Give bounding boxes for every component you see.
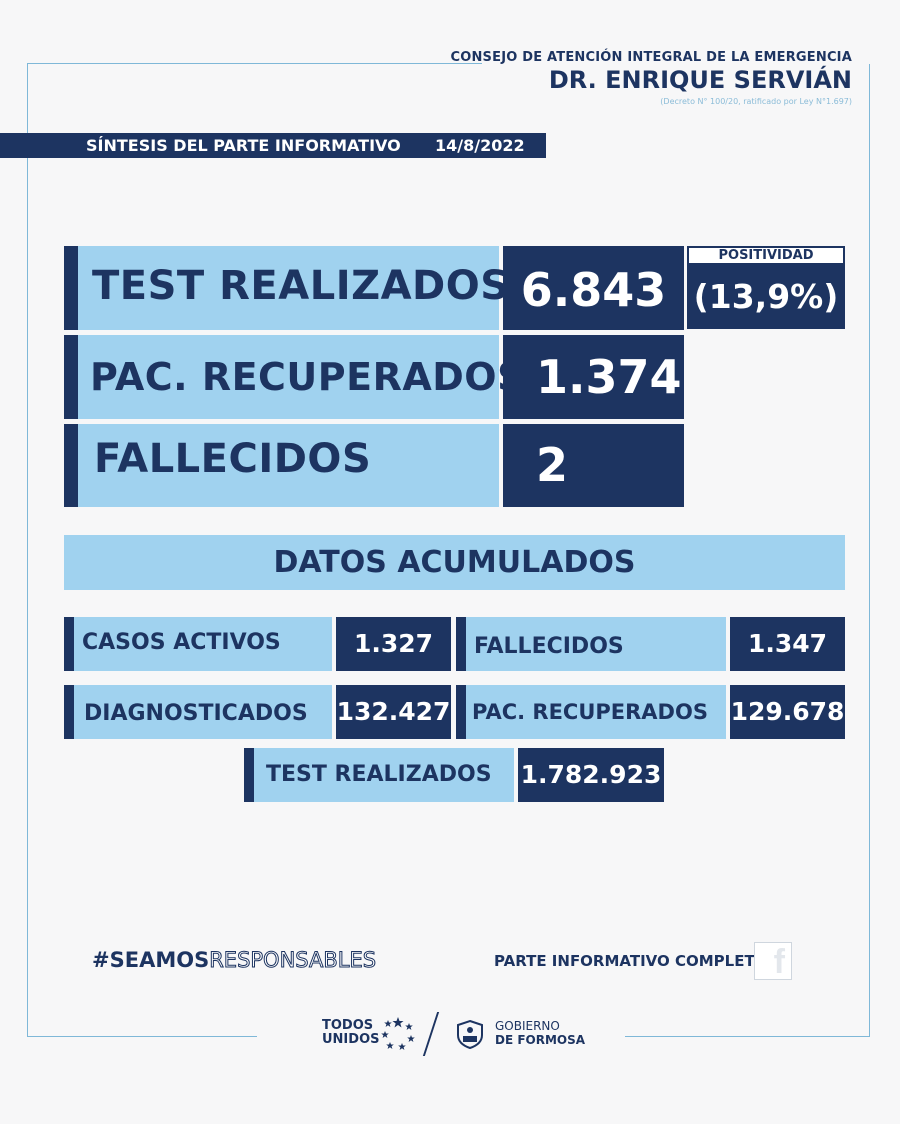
active-value-box: 1.327 (336, 617, 451, 671)
cum-deaths-value: 1.347 (747, 629, 828, 658)
frame-bottom-left (27, 1036, 257, 1037)
diagnosed-label-box: DIAGNOSTICADOS (64, 685, 332, 739)
cum-tests-value-box: 1.782.923 (518, 748, 664, 802)
cum-recovered-value: 129.678 (730, 697, 845, 726)
full-report-link[interactable]: PARTE INFORMATIVO COMPLETO (494, 952, 768, 970)
cum-tests-label-box: TEST REALIZADOS (244, 748, 514, 802)
hashtag: #SEAMOSRESPONSABLES (92, 948, 377, 973)
unidos-text: UNIDOS (322, 1032, 380, 1047)
cumulative-title: DATOS ACUMULADOS (64, 535, 845, 590)
star-ring-icon (381, 1017, 415, 1050)
active-label-box: CASOS ACTIVOS (64, 617, 332, 671)
diagnosed-value: 132.427 (336, 697, 451, 726)
daily-deaths-label-box: FALLECIDOS (64, 424, 499, 507)
todos-text: TODOS (322, 1018, 374, 1033)
hashtag-part-a: #SEAMOS (92, 948, 210, 972)
org-line: CONSEJO DE ATENCIÓN INTEGRAL DE LA EMERG… (450, 50, 852, 65)
cum-deaths-label: FALLECIDOS (474, 634, 624, 659)
daily-tests-value: 6.843 (520, 263, 667, 317)
daily-recovered-label-box: PAC. RECUPERADOS (64, 335, 525, 419)
todos-unidos-logo: TODOS UNIDOS (322, 1019, 379, 1047)
cum-recovered-value-box: 129.678 (730, 685, 845, 739)
cum-deaths-value-box: 1.347 (730, 617, 845, 671)
crest-icon (457, 1019, 483, 1049)
hashtag-part-b: RESPONSABLES (209, 948, 377, 973)
synthesis-title: SÍNTESIS DEL PARTE INFORMATIVO (86, 136, 401, 155)
facebook-icon[interactable]: f (754, 942, 792, 980)
frame-right (869, 64, 870, 1037)
frame-bottom-right (625, 1036, 870, 1037)
cum-tests-value: 1.782.923 (520, 760, 662, 789)
daily-deaths-label: FALLECIDOS (94, 436, 372, 482)
formosa-text: DE FORMOSA (495, 1033, 586, 1047)
synthesis-date: 14/8/2022 (435, 136, 525, 155)
synthesis-bar (0, 133, 546, 158)
cum-recovered-label: PAC. RECUPERADOS (472, 700, 708, 724)
daily-tests-label: TEST REALIZADOS (92, 263, 510, 309)
daily-deaths-value-box: 2 (503, 424, 684, 507)
daily-tests-value-box: 6.843 (503, 246, 684, 330)
positivity-label: POSITIVIDAD (687, 246, 845, 265)
daily-deaths-value: 2 (536, 438, 569, 492)
daily-recovered-label: PAC. RECUPERADOS (90, 355, 525, 399)
frame-left (27, 63, 28, 1036)
daily-tests-label-box: TEST REALIZADOS (64, 246, 510, 330)
diagnosed-value-box: 132.427 (336, 685, 451, 739)
decree-text: (Decreto N° 100/20, ratificado por Ley N… (660, 97, 852, 106)
gobierno-formosa-logo: GOBIERNO DE FORMOSA (495, 1019, 585, 1047)
daily-recovered-value: 1.374 (536, 350, 682, 404)
frame-top-left (27, 63, 482, 64)
active-label: CASOS ACTIVOS (82, 630, 281, 655)
cum-deaths-label-box: FALLECIDOS (456, 617, 726, 671)
positivity-value: (13,9%) (687, 265, 845, 329)
cum-tests-label: TEST REALIZADOS (266, 762, 492, 787)
cum-recovered-label-box: PAC. RECUPERADOS (456, 685, 726, 739)
daily-recovered-value-box: 1.374 (503, 335, 684, 419)
gobierno-text: GOBIERNO (495, 1019, 560, 1033)
active-value: 1.327 (353, 629, 434, 658)
org-name: DR. ENRIQUE SERVIÁN (548, 66, 852, 94)
diagnosed-label: DIAGNOSTICADOS (84, 701, 308, 726)
footer-divider (422, 1012, 440, 1056)
